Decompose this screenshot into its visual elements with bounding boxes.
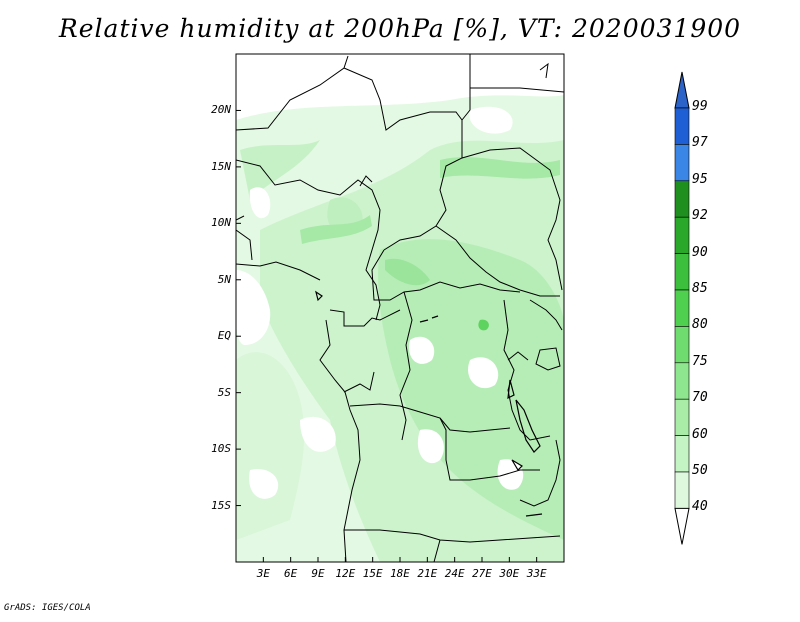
- y-tick-label: 20N: [211, 103, 231, 117]
- y-tick-label: 5N: [217, 272, 231, 286]
- y-tick-label: EQ: [217, 329, 231, 343]
- x-tick-label: 15E: [362, 567, 383, 580]
- x-tick-label: 21E: [417, 567, 438, 580]
- colorbar: [674, 71, 690, 545]
- colorbar-segment: [674, 253, 690, 291]
- colorbar-segment: [674, 471, 690, 509]
- y-tick-label: 15S: [211, 498, 231, 512]
- colorbar-segment: [674, 398, 690, 436]
- x-tick-label: 24E: [444, 567, 465, 580]
- colorbar-level-label: 85: [692, 281, 708, 296]
- colorbar-segment: [674, 180, 690, 218]
- y-tick-label: 15N: [211, 159, 231, 173]
- colorbar-level-label: 50: [692, 463, 708, 478]
- colorbar-bottom-arrow: [674, 507, 690, 545]
- x-tick-label: 27E: [472, 567, 492, 580]
- colorbar-segment: [674, 289, 690, 327]
- map-title: Relative humidity at 200hPa [%], VT: 202…: [58, 14, 742, 43]
- x-tick-label: 30E: [499, 567, 520, 580]
- colorbar-level-label: 40: [692, 499, 708, 515]
- colorbar-level-label: 60: [692, 426, 708, 442]
- x-tick-label: 6E: [284, 567, 298, 580]
- colorbar-level-label: 99: [692, 99, 708, 114]
- colorbar-top-arrow: [674, 71, 690, 109]
- colorbar-segment: [674, 362, 690, 400]
- y-tick-label: 10N: [211, 216, 231, 230]
- colorbar-level-label: 70: [692, 390, 708, 406]
- colorbar-level-label: 97: [692, 135, 708, 151]
- colorbar-segment: [674, 435, 690, 473]
- x-tick-label: 33E: [526, 567, 547, 580]
- axis-ticks: [236, 109, 538, 562]
- colorbar-segment: [674, 144, 690, 182]
- y-tick-label: 5S: [217, 385, 231, 399]
- colorbar-segment: [674, 326, 690, 364]
- colorbar-level-label: 75: [692, 353, 708, 369]
- x-tick-label: 12E: [335, 567, 356, 580]
- colorbar-level-label: 95: [692, 171, 708, 187]
- x-tick-label: 9E: [311, 567, 325, 580]
- colorbar-level-label: 80: [692, 317, 708, 333]
- y-tick-label: 10S: [211, 442, 231, 456]
- humidity-field: [236, 54, 564, 562]
- colorbar-level-label: 90: [692, 244, 708, 260]
- x-tick-label: 18E: [390, 567, 410, 580]
- colorbar-level-label: 92: [692, 208, 708, 224]
- x-tick-label: 3E: [256, 567, 270, 580]
- colorbar-segment: [674, 216, 690, 254]
- credit-text: GrADS: IGES/COLA: [4, 603, 91, 613]
- colorbar-segment: [674, 107, 690, 145]
